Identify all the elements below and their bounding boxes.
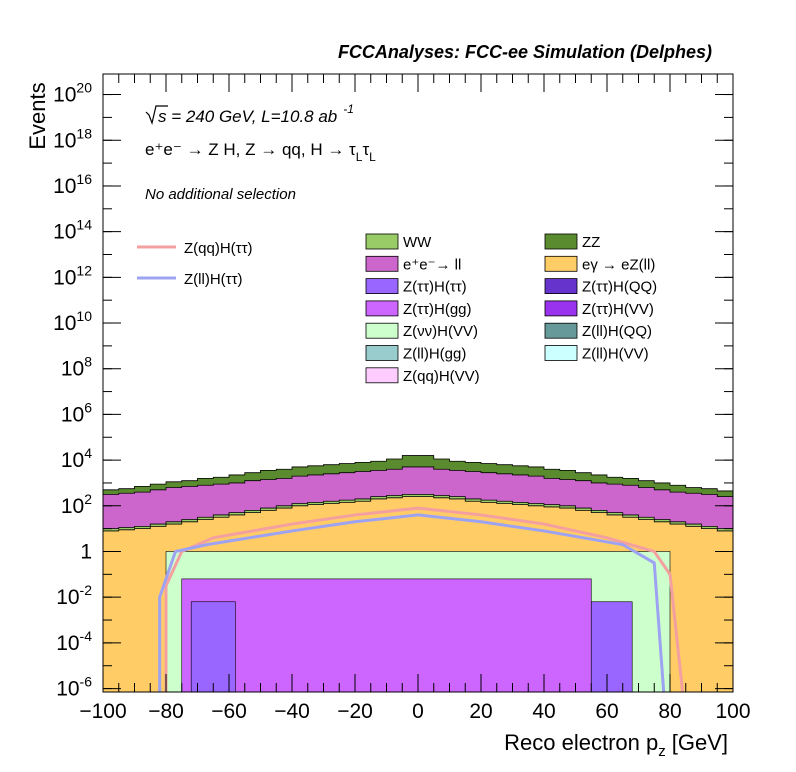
x-axis-label-main: Reco electron p <box>504 730 658 755</box>
y-tick-label: 10-2 <box>56 582 92 609</box>
legend-label: Z(ττ)H(ττ) <box>403 279 467 296</box>
legend-label: Z(ττ)H(VV) <box>582 301 654 318</box>
legend-label: Z(ll)H(QQ) <box>582 323 652 340</box>
legend-label: Z(ττ)H(QQ) <box>582 279 657 296</box>
legend-label: Z(νν)H(VV) <box>403 323 478 340</box>
sqrt-symbol <box>145 105 168 126</box>
svg-text:e⁺e⁻ → Z H, Z → qq, H → τLτL: e⁺e⁻ → Z H, Z → qq, H → τLτL <box>145 140 376 164</box>
legend-label: Z(ll)H(VV) <box>582 346 649 363</box>
signal-curves <box>158 506 685 693</box>
y-tick-label: 1012 <box>53 262 92 289</box>
y-tick-label: 1 <box>80 540 92 563</box>
annotation-process: e⁺e⁻ → Z H, Z → qq, H → τLτL <box>145 140 376 164</box>
legend-swatch <box>365 345 399 361</box>
x-tick-label: 0 <box>412 700 424 723</box>
x-tick-label: 20 <box>469 700 492 723</box>
legend-label: Z(ll)H(gg) <box>403 346 466 363</box>
legend-label: ZZ <box>582 234 600 251</box>
y-tick-label: 106 <box>61 399 92 426</box>
svg-text:s = 240 GeV, L=10.8 ab-1: s = 240 GeV, L=10.8 ab -1 <box>158 102 354 126</box>
legend-swatch <box>365 255 399 272</box>
legend-label: Z(ττ)H(gg) <box>403 301 472 318</box>
y-tick-label: 1014 <box>53 217 92 244</box>
y-axis: 1020 1018 1016 1014 1012 1010 108 106 104 102 1 10-… <box>53 80 733 701</box>
legend-swatch <box>365 367 399 384</box>
annotation-selection: No additional selection <box>145 186 296 203</box>
legend-swatch <box>365 233 399 250</box>
y-tick-label: 108 <box>61 354 92 381</box>
x-tick-label: −40 <box>274 700 310 723</box>
y-tick-label: 1016 <box>53 171 92 198</box>
legend-swatch <box>544 300 578 317</box>
y-tick-label: 102 <box>61 491 92 518</box>
legend-swatch <box>365 322 399 339</box>
stack-block <box>590 601 633 693</box>
process-sub1: L <box>356 150 363 164</box>
legend-swatch <box>365 278 399 295</box>
x-tick-label: 40 <box>532 700 555 723</box>
stack-layers <box>102 455 734 693</box>
legend-label: e⁺e⁻→ ll <box>403 256 461 273</box>
legend-signal-label: Z(qq)H(ττ) <box>184 240 253 257</box>
legend-swatch <box>544 255 578 272</box>
y-axis-label: Events <box>25 82 50 149</box>
y-tick-label: 1018 <box>53 125 92 152</box>
energy-text: s = 240 GeV, L=10.8 ab <box>158 107 337 126</box>
chart-title: FCCAnalyses: FCC-ee Simulation (Delphes) <box>338 42 712 62</box>
legend-swatch <box>544 345 578 361</box>
process-sub2: L <box>369 150 376 164</box>
x-tick-label: 80 <box>658 700 681 723</box>
legend-label: eγ → eZ(ll) <box>582 256 655 273</box>
stack-block <box>181 578 592 693</box>
x-axis-label-sub: z <box>658 743 666 760</box>
legend-swatch <box>544 322 578 339</box>
x-tick-label: 60 <box>595 700 618 723</box>
x-tick-label: 100 <box>715 700 750 723</box>
y-tick-label: 1010 <box>53 308 92 335</box>
x-tick-label: −60 <box>211 700 247 723</box>
y-tick-label: 10-6 <box>56 674 92 701</box>
stack-block <box>190 601 236 693</box>
y-tick-label: 1020 <box>53 80 92 107</box>
y-tick-label: 104 <box>61 445 92 472</box>
legend-swatch <box>544 233 578 250</box>
x-axis-label: Reco electron pz [GeV] <box>504 730 728 760</box>
svg-text:Reco electron pz[GeV]: Reco electron pz [GeV] <box>504 730 728 760</box>
legend-signals: Z(qq)H(ττ) Z(ll)H(ττ) <box>137 240 253 288</box>
y-tick-label: 10-4 <box>56 628 92 655</box>
legend-signal-label: Z(ll)H(ττ) <box>184 271 243 288</box>
legend-swatch <box>365 300 399 317</box>
process-tau2: τ <box>362 140 369 159</box>
x-tick-label: −100 <box>79 700 126 723</box>
x-axis: −100 −80 −60 −40 −20 0 20 40 60 80 100 <box>79 74 751 723</box>
process-text: e⁺e⁻ → Z H, Z → qq, H → τ <box>145 140 356 159</box>
legend-label: Z(qq)H(VV) <box>403 368 480 385</box>
legend-swatch <box>544 278 578 295</box>
x-axis-label-unit: [GeV] <box>672 730 728 755</box>
annotation-energy: s = 240 GeV, L=10.8 ab -1 <box>145 102 354 126</box>
x-tick-label: −80 <box>148 700 184 723</box>
energy-sup: -1 <box>343 102 354 116</box>
legend-backgrounds: WW ZZ e⁺e⁻→ ll eγ → eZ(ll) Z(ττ)H(ττ) Z(ττ)H(… <box>365 233 657 385</box>
signal-curve <box>158 513 666 693</box>
x-tick-label: −20 <box>337 700 373 723</box>
legend-label: WW <box>403 234 432 251</box>
